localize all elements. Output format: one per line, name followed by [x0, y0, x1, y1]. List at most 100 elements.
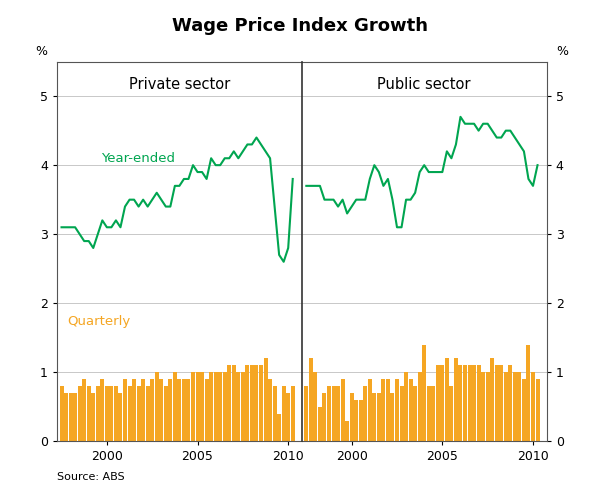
- Bar: [341, 379, 344, 441]
- Bar: [87, 386, 91, 441]
- Bar: [422, 345, 426, 441]
- Bar: [250, 365, 254, 441]
- Bar: [472, 365, 476, 441]
- Bar: [209, 372, 213, 441]
- Bar: [91, 393, 95, 441]
- Bar: [354, 400, 358, 441]
- Bar: [254, 365, 259, 441]
- Bar: [191, 372, 195, 441]
- Bar: [109, 386, 113, 441]
- Bar: [377, 393, 381, 441]
- Bar: [123, 379, 127, 441]
- Bar: [82, 379, 86, 441]
- Text: %: %: [557, 45, 569, 58]
- Bar: [286, 393, 290, 441]
- Bar: [382, 379, 385, 441]
- Bar: [263, 358, 268, 441]
- Text: Year-ended: Year-ended: [101, 152, 175, 165]
- Bar: [476, 365, 481, 441]
- Bar: [359, 400, 363, 441]
- Bar: [522, 379, 526, 441]
- Bar: [132, 379, 136, 441]
- Text: Wage Price Index Growth: Wage Price Index Growth: [172, 17, 428, 35]
- Bar: [513, 372, 517, 441]
- Bar: [291, 386, 295, 441]
- Bar: [164, 386, 168, 441]
- Bar: [309, 358, 313, 441]
- Bar: [386, 379, 390, 441]
- Bar: [345, 421, 349, 441]
- Bar: [395, 379, 399, 441]
- Bar: [236, 372, 241, 441]
- Bar: [458, 365, 463, 441]
- Text: Quarterly: Quarterly: [67, 315, 130, 328]
- Bar: [499, 365, 503, 441]
- Bar: [245, 365, 250, 441]
- Bar: [526, 345, 530, 441]
- Bar: [137, 386, 140, 441]
- Bar: [304, 386, 308, 441]
- Bar: [495, 365, 499, 441]
- Bar: [182, 379, 186, 441]
- Bar: [68, 393, 73, 441]
- Bar: [272, 386, 277, 441]
- Bar: [373, 393, 376, 441]
- Bar: [508, 365, 512, 441]
- Bar: [409, 379, 413, 441]
- Bar: [531, 372, 535, 441]
- Bar: [490, 358, 494, 441]
- Bar: [114, 386, 118, 441]
- Bar: [404, 372, 408, 441]
- Text: %: %: [35, 45, 47, 58]
- Bar: [363, 386, 367, 441]
- Bar: [391, 393, 394, 441]
- Bar: [96, 386, 100, 441]
- Bar: [118, 393, 122, 441]
- Bar: [467, 365, 472, 441]
- Text: Private sector: Private sector: [129, 77, 230, 92]
- Bar: [241, 372, 245, 441]
- Bar: [196, 372, 200, 441]
- Bar: [327, 386, 331, 441]
- Bar: [232, 365, 236, 441]
- Bar: [332, 386, 335, 441]
- Bar: [322, 393, 326, 441]
- Bar: [454, 358, 458, 441]
- Bar: [173, 372, 177, 441]
- Bar: [64, 393, 68, 441]
- Bar: [431, 386, 435, 441]
- Bar: [281, 386, 286, 441]
- Bar: [150, 379, 154, 441]
- Bar: [155, 372, 159, 441]
- Bar: [223, 372, 227, 441]
- Bar: [400, 386, 404, 441]
- Bar: [259, 365, 263, 441]
- Text: Public sector: Public sector: [377, 77, 471, 92]
- Bar: [350, 393, 353, 441]
- Bar: [146, 386, 149, 441]
- Bar: [159, 379, 163, 441]
- Bar: [187, 379, 190, 441]
- Bar: [268, 379, 272, 441]
- Bar: [440, 365, 445, 441]
- Bar: [318, 407, 322, 441]
- Bar: [485, 372, 490, 441]
- Bar: [73, 393, 77, 441]
- Bar: [178, 379, 181, 441]
- Bar: [536, 379, 539, 441]
- Bar: [436, 365, 440, 441]
- Text: Source: ABS: Source: ABS: [57, 472, 125, 482]
- Bar: [141, 379, 145, 441]
- Bar: [481, 372, 485, 441]
- Bar: [517, 372, 521, 441]
- Bar: [445, 358, 449, 441]
- Bar: [336, 386, 340, 441]
- Bar: [427, 386, 431, 441]
- Bar: [449, 386, 454, 441]
- Bar: [218, 372, 222, 441]
- Bar: [77, 386, 82, 441]
- Bar: [100, 379, 104, 441]
- Bar: [313, 372, 317, 441]
- Bar: [128, 386, 131, 441]
- Bar: [418, 372, 422, 441]
